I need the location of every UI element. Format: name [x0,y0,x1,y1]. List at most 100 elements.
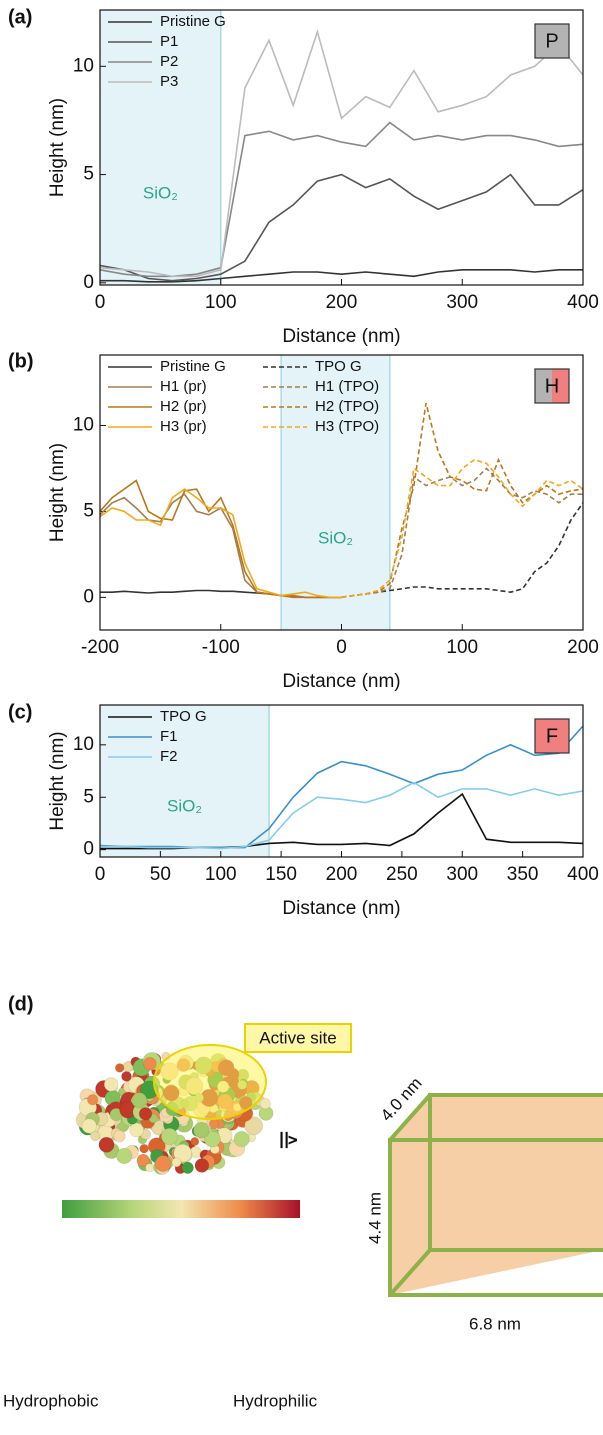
series-line [99,488,342,599]
x-tick-label: 400 [567,864,599,885]
legend-label: F1 [160,728,178,745]
molecule-atom [116,1147,133,1165]
y-tick-label: 5 [83,500,94,521]
x-tick-label: 300 [446,292,478,313]
box-front [388,1138,603,1297]
molecule-atom [160,1127,179,1146]
x-tick-label: 0 [95,292,106,313]
molecule-atom [131,1092,148,1109]
badge-fill [535,719,569,753]
panel-label: (b) [8,350,34,372]
y-tick-label: 0 [83,272,94,293]
legend-label: H2 (TPO) [315,398,379,415]
y-axis-label: Height (nm) [47,443,68,542]
active-site-box [244,1023,352,1053]
molecule-atom [203,1130,221,1148]
chart: (b) SiO₂ -200 -100 0 100 200 0 5 10 Distance (nm) H… [8,350,599,692]
y-tick-label: 0 [83,839,94,860]
shaded-region [281,355,390,630]
panel-label: (c) [8,701,32,723]
y-tick-label: 10 [73,55,94,76]
x-tick-label: 150 [265,864,297,885]
x-tick-label: 200 [567,637,599,658]
badge-fill [552,369,569,403]
y-axis-label: Height (nm) [47,98,68,197]
molecule-atom [181,1161,194,1175]
molecule-atom [145,1163,155,1173]
molecule-atom [194,1158,210,1173]
x-tick-label: 0 [95,864,106,885]
molecule-atom [103,1077,119,1092]
y-tick-label: 5 [83,786,94,807]
x-tick-label: 0 [336,637,347,658]
plot-frame [99,354,584,631]
x-axis-label: Distance (nm) [282,326,400,347]
legend-label: H2 (pr) [160,398,207,415]
molecule-atom [113,1129,126,1143]
box-edge [388,1248,432,1297]
y-tick-label: 10 [73,414,94,435]
molecule-atom [98,1136,115,1153]
x-tick-label: 200 [326,864,358,885]
x-tick-label: 350 [507,864,539,885]
x-tick-label: 50 [150,864,171,885]
series-line [341,402,584,599]
x-tick-label: -100 [202,637,240,658]
chart: (c) SiO₂ 0 50 100 150 200 250 300 350 400 0 5 10 Dista… [8,701,599,919]
molecule-atom [81,1118,97,1134]
molecule-atom [154,1155,172,1172]
legend-label: H3 (pr) [160,418,207,435]
series-line [99,479,342,599]
shaded-region [100,705,270,857]
molecule-atom [233,1130,250,1148]
box-width-label: 6.8 nm [469,1314,521,1333]
series-line [341,467,583,599]
diagram: (d) Active site ≙ 4.0 nm 4.4 nm 6.8 nm H… [3,993,603,1410]
molecule-atom [208,1118,220,1130]
region-label: SiO₂ [167,796,202,815]
series-line [100,781,584,850]
region-label: SiO₂ [143,184,178,203]
badge-label: H [545,375,559,397]
molecule-atom [86,1094,99,1106]
chart: (a) SiO₂ 0 100 200 300 400 0 5 10 Distance (nm) Hei… [8,6,599,347]
x-tick-label: 100 [205,292,237,313]
panel-label: (a) [8,6,32,28]
series-line [100,269,583,283]
badge-label: F [546,725,558,747]
molecule-atom [114,1063,125,1073]
badge-label: P [545,30,558,52]
molecule-atom [136,1153,150,1168]
active-site-ellipse [153,1044,267,1120]
badge-frame [534,368,570,404]
y-tick-label: 5 [83,164,94,185]
x-axis-label: Distance (nm) [282,898,400,919]
equivalence-sign: ≙ [270,1129,300,1151]
molecule-atom [244,1116,264,1136]
x-tick-label: 200 [326,292,358,313]
legend-label: Pristine G [160,13,226,30]
legend-label: H3 (TPO) [315,418,379,435]
molecule-atom [129,1122,145,1138]
x-tick-label: 100 [446,637,478,658]
molecule-atom [193,1121,210,1139]
legend-label: Pristine G [160,358,226,375]
box-height-label: 4.4 nm [365,1192,384,1244]
active-site-label: Active site [259,1028,336,1047]
plot-frame [99,9,584,286]
shaded-region [100,10,221,285]
badge-frame [534,23,570,59]
legend-label: P2 [160,53,178,70]
x-axis-label: Distance (nm) [282,671,400,692]
box-back [428,1093,603,1252]
badge-fill [535,369,552,403]
x-tick-label: 300 [446,864,478,885]
legend-label: H1 (pr) [160,378,207,395]
x-tick-label: -200 [81,637,119,658]
legend-label: F2 [160,748,178,765]
molecule-atom [190,1136,200,1147]
region-label: SiO₂ [318,529,353,548]
legend-label: TPO G [315,358,362,375]
legend-label: P1 [160,33,178,50]
